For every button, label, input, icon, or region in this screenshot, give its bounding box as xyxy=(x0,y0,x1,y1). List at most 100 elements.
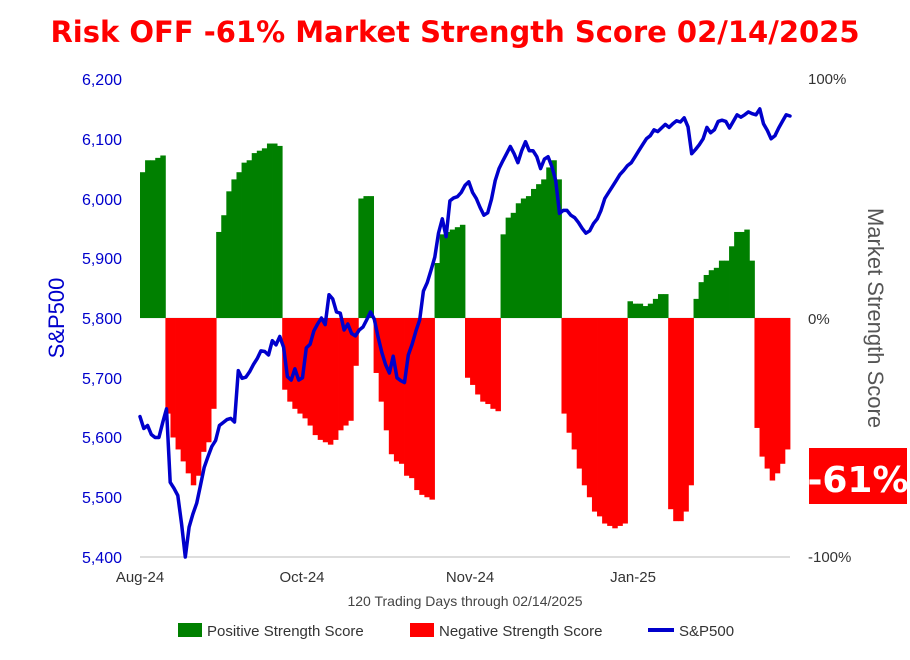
negative-score-bar xyxy=(195,318,202,476)
left-tick-label: 6,200 xyxy=(82,72,122,89)
negative-score-bar xyxy=(668,318,674,510)
positive-score-bar xyxy=(520,198,527,318)
negative-score-bar xyxy=(398,318,405,464)
right-axis-title: Market Strength Score xyxy=(863,208,888,428)
negative-score-bar xyxy=(688,318,694,486)
positive-score-bar xyxy=(718,260,725,318)
left-tick-label: 5,500 xyxy=(82,490,122,507)
negative-score-bar xyxy=(764,318,771,469)
negative-score-bar xyxy=(495,318,501,412)
negative-score-bar xyxy=(597,318,603,517)
score-bars xyxy=(140,143,791,529)
badge-background xyxy=(809,448,907,504)
negative-score-bar xyxy=(292,318,298,409)
negative-score-bar xyxy=(480,318,486,402)
negative-score-bar xyxy=(165,318,171,414)
negative-score-bar xyxy=(388,318,395,455)
positive-score-bar xyxy=(703,274,710,318)
negative-score-bar xyxy=(211,318,217,409)
x-axis-title: 120 Trading Days through 02/14/2025 xyxy=(347,593,582,609)
right-tick-label: -100% xyxy=(808,549,851,566)
negative-score-bar xyxy=(200,318,207,452)
positive-score-bar xyxy=(698,282,705,318)
positive-score-bar xyxy=(525,196,532,318)
negative-score-bar xyxy=(419,318,425,495)
right-tick-label: 0% xyxy=(808,311,830,328)
negative-score-bar xyxy=(404,318,410,476)
positive-score-bar xyxy=(241,162,248,318)
legend-swatch-positive xyxy=(178,623,202,637)
legend-label-negative: Negative Strength Score xyxy=(439,623,602,640)
legend: Positive Strength Score Negative Strengt… xyxy=(178,623,734,640)
negative-score-bar xyxy=(571,318,578,450)
positive-score-bar xyxy=(221,215,227,318)
positive-score-bar xyxy=(693,298,699,318)
positive-score-bar xyxy=(261,148,268,318)
negative-score-bar xyxy=(586,318,593,498)
left-tick-label: 5,600 xyxy=(82,430,122,447)
negative-score-bar xyxy=(769,318,776,481)
negative-score-bar xyxy=(180,318,187,462)
negative-score-bar xyxy=(591,318,598,512)
positive-score-bar xyxy=(739,231,745,318)
positive-score-bar xyxy=(439,234,446,318)
right-axis: 100% 0% -100% xyxy=(808,71,851,566)
negative-score-bar xyxy=(170,318,176,438)
negative-score-bar xyxy=(409,318,415,479)
negative-score-bar xyxy=(683,318,689,512)
positive-score-bar xyxy=(140,172,146,318)
positive-score-bar xyxy=(454,227,461,318)
x-axis: Aug-24 Oct-24 Nov-24 Jan-25 xyxy=(116,569,656,586)
negative-score-bar xyxy=(307,318,314,426)
x-tick-label: Aug-24 xyxy=(116,569,164,586)
negative-score-bar xyxy=(617,318,623,526)
negative-score-bar xyxy=(287,318,293,402)
positive-score-bar xyxy=(708,270,715,318)
negative-score-bar xyxy=(566,318,573,433)
positive-score-bar xyxy=(231,179,237,318)
positive-score-bar xyxy=(277,145,283,318)
negative-score-bar xyxy=(774,318,781,474)
positive-score-bar xyxy=(358,198,364,318)
negative-score-bar xyxy=(622,318,628,524)
positive-score-bar xyxy=(627,301,633,318)
positive-score-bar xyxy=(251,153,258,318)
negative-score-bar xyxy=(297,318,303,414)
negative-score-bar xyxy=(332,318,339,440)
positive-score-bar xyxy=(515,203,522,318)
positive-score-bar xyxy=(713,267,720,318)
current-score-badge: -61% xyxy=(807,448,909,504)
x-tick-label: Nov-24 xyxy=(446,569,494,586)
negative-score-bar xyxy=(353,318,359,366)
positive-score-bar xyxy=(434,263,441,318)
negative-score-bar xyxy=(673,318,679,522)
right-tick-label: 100% xyxy=(808,71,846,88)
left-tick-label: 5,400 xyxy=(82,550,122,567)
negative-score-bar xyxy=(312,318,319,436)
left-tick-label: 5,900 xyxy=(82,251,122,268)
positive-score-bar xyxy=(246,160,253,318)
left-axis-title: S&P500 xyxy=(44,278,69,359)
positive-score-bar xyxy=(556,179,562,318)
positive-score-bar xyxy=(536,184,542,318)
negative-score-bar xyxy=(678,318,684,522)
legend-swatch-negative xyxy=(410,623,434,637)
positive-score-bar xyxy=(749,260,755,318)
x-tick-label: Oct-24 xyxy=(279,569,324,586)
positive-score-bar xyxy=(226,191,232,318)
negative-score-bar xyxy=(576,318,583,469)
left-tick-label: 5,800 xyxy=(82,311,122,328)
positive-score-bar xyxy=(236,172,242,318)
negative-score-bar xyxy=(343,318,349,426)
positive-score-bar xyxy=(500,234,507,318)
positive-score-bar xyxy=(510,212,517,318)
positive-score-bar xyxy=(272,143,278,318)
positive-score-bar xyxy=(505,217,512,318)
negative-score-bar xyxy=(424,318,430,498)
negative-score-bar xyxy=(490,318,496,409)
positive-score-bar xyxy=(363,196,369,318)
negative-score-bar xyxy=(327,318,334,445)
negative-score-bar xyxy=(485,318,491,405)
sp500-line xyxy=(138,107,792,559)
positive-score-bar xyxy=(744,229,750,318)
